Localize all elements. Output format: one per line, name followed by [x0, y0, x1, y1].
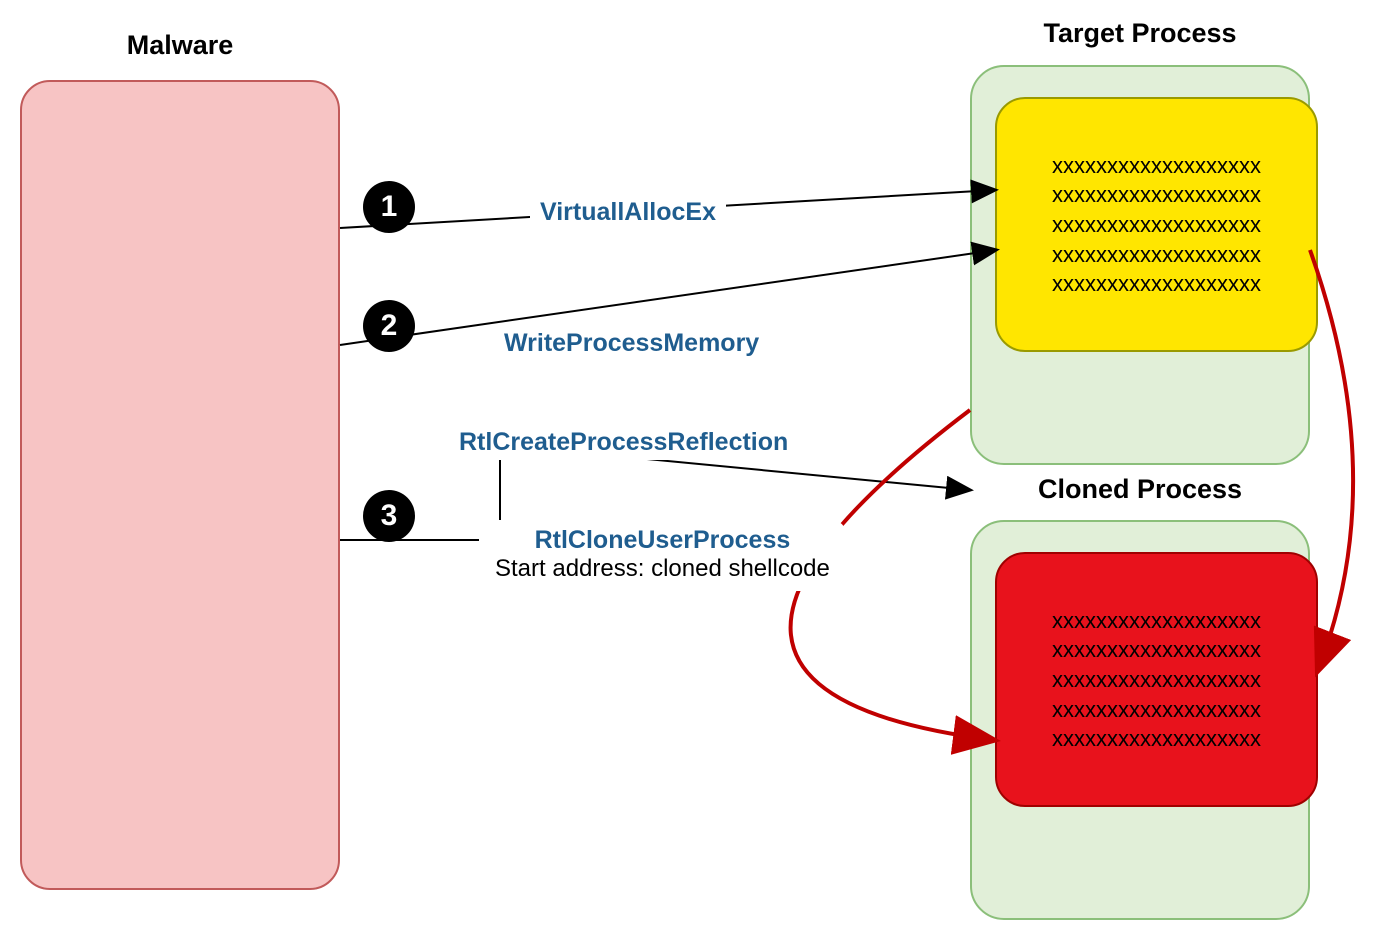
step-number-2: 2 — [363, 300, 415, 352]
shellcode-red-content: xxxxxxxxxxxxxxxxxxx xxxxxxxxxxxxxxxxxxx … — [997, 605, 1316, 753]
clone-title: Cloned Process — [970, 474, 1310, 505]
api-clone-sub: Start address: cloned shellcode — [495, 555, 830, 583]
shellcode-yellow-content: xxxxxxxxxxxxxxxxxxx xxxxxxxxxxxxxxxxxxx … — [997, 150, 1316, 298]
api-step2-text: WriteProcessMemory — [504, 329, 759, 357]
api-step3-text: RtlCreateProcessReflection — [459, 428, 788, 456]
api-clone-title: RtlCloneUserProcess — [535, 526, 791, 554]
api-step2-label: WriteProcessMemory — [494, 326, 769, 361]
step-number-1-text: 1 — [381, 190, 398, 224]
api-clone-label: RtlCloneUserProcess Start address: clone… — [479, 520, 846, 591]
step-number-3-text: 3 — [381, 499, 398, 533]
api-step3-label: RtlCreateProcessReflection — [449, 425, 798, 460]
target-title: Target Process — [970, 18, 1310, 49]
api-step1-text: VirtuallAllocEx — [540, 198, 716, 226]
shellcode-yellow-box: xxxxxxxxxxxxxxxxxxx xxxxxxxxxxxxxxxxxxx … — [995, 97, 1318, 352]
step-number-1: 1 — [363, 181, 415, 233]
step-number-3: 3 — [363, 490, 415, 542]
step-number-2-text: 2 — [381, 309, 398, 343]
malware-title: Malware — [20, 30, 340, 61]
malware-box — [20, 80, 340, 890]
shellcode-red-box: xxxxxxxxxxxxxxxxxxx xxxxxxxxxxxxxxxxxxx … — [995, 552, 1318, 807]
api-step1-label: VirtuallAllocEx — [530, 195, 726, 230]
